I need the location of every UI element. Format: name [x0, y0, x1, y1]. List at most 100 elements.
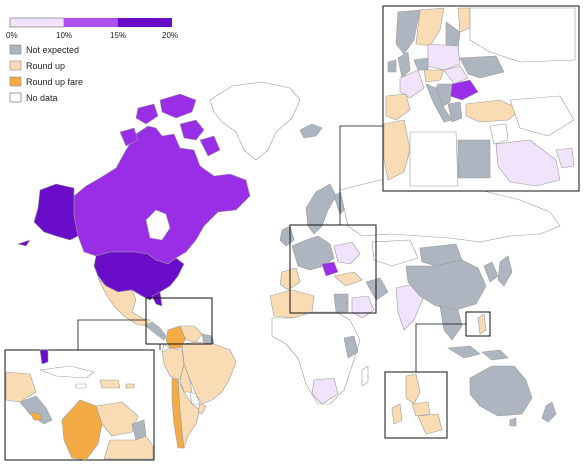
indonesia-east — [481, 349, 509, 361]
florida — [151, 291, 163, 307]
scale-segment-0-10 — [9, 17, 65, 28]
inset-alps — [423, 69, 445, 83]
venezuela — [179, 325, 203, 343]
leader-caribbean-2 — [77, 319, 146, 350]
inset-hungary — [443, 65, 469, 85]
inset-puerto-rico — [125, 383, 135, 389]
inset-palawan — [391, 403, 403, 425]
inset-jamaica — [75, 383, 87, 389]
inset-venezuela — [95, 401, 139, 437]
scale-tick-10: 10% — [56, 31, 72, 40]
saudi-main — [351, 295, 375, 319]
inset-saudi — [495, 139, 561, 187]
inset-libya — [409, 131, 459, 187]
inset-luzon — [405, 373, 421, 405]
scale-tick-15: 15% — [110, 31, 126, 40]
canada-arctic-island-1 — [159, 93, 197, 119]
australia — [469, 365, 533, 417]
legend-label-not-expected: Not expected — [26, 45, 79, 55]
aleutians — [17, 239, 31, 247]
inset-greece — [447, 101, 463, 123]
africa-body — [271, 311, 361, 405]
inset-mindanao — [417, 413, 443, 435]
argentina — [177, 379, 201, 449]
legend-swatch-not-expected — [9, 44, 22, 55]
main-map — [17, 81, 561, 449]
inset-egypt — [457, 139, 491, 179]
inset-hispaniola — [99, 379, 121, 389]
inset-cuba — [39, 365, 95, 379]
legend-label-no-data: No data — [26, 93, 58, 103]
hudson-bay — [145, 209, 171, 241]
japan — [497, 255, 513, 287]
inset-philippines — [384, 371, 448, 439]
legend-label-round-up: Round up — [26, 61, 65, 71]
inset-ireland — [387, 59, 397, 73]
zoom-box-europe — [289, 224, 377, 314]
east-africa — [343, 335, 359, 359]
greenland — [209, 81, 301, 161]
legend-swatch-no-data — [9, 92, 22, 103]
south-africa — [311, 377, 339, 405]
madagascar — [361, 365, 369, 387]
inset-costa-rica — [29, 411, 43, 421]
philippines-main — [477, 313, 487, 335]
legend-swatch-round-up-fare — [9, 76, 22, 87]
inset-caucasus-iran — [509, 95, 575, 137]
alaska — [33, 183, 79, 241]
scale-tick-0: 0% — [6, 31, 18, 40]
uruguay — [197, 403, 207, 415]
romania-main — [321, 261, 339, 277]
zoom-box-caribbean — [145, 297, 213, 345]
inset-turkey — [465, 99, 521, 123]
inset-florida — [39, 349, 49, 365]
leader-lines — [77, 125, 466, 372]
inset-iberia — [385, 93, 411, 121]
inset-france — [399, 69, 425, 99]
inset-gulf — [555, 147, 575, 169]
canada — [73, 125, 251, 265]
legend-label-round-up-fare: Round up fare — [26, 77, 83, 87]
iran — [365, 277, 389, 301]
scale-segment-15-20 — [118, 18, 172, 27]
tasmania — [509, 417, 517, 427]
inset-finland — [457, 7, 471, 33]
inset-caribbean — [4, 349, 155, 461]
zoom-box-philippines — [465, 311, 491, 337]
inset-levant — [489, 123, 509, 145]
inset-central-america — [19, 395, 53, 425]
inset-north-africa-w — [383, 119, 411, 181]
leader-europe — [339, 125, 383, 225]
scandinavia — [305, 183, 337, 235]
inset-norway — [395, 9, 421, 55]
legend: 0% 10% 15% 20% Not expected Round up Rou… — [6, 17, 178, 103]
leader-philippines — [415, 323, 466, 372]
inset-russia-w — [469, 7, 576, 63]
inset-visayas — [411, 401, 431, 417]
iceland — [299, 123, 323, 139]
western-europe — [291, 235, 335, 271]
indonesia — [447, 345, 481, 359]
inset-mexico — [5, 371, 37, 403]
canada-arctic-island-3 — [179, 119, 205, 141]
china — [405, 259, 487, 311]
kazakhstan — [371, 239, 419, 267]
inset-europe — [382, 5, 580, 192]
new-zealand — [541, 401, 557, 423]
canada-arctic-island-5 — [199, 135, 221, 157]
inset-sweden — [415, 7, 445, 47]
egypt-main — [333, 293, 349, 313]
korea-japan — [483, 261, 499, 283]
southeast-asia — [439, 305, 463, 341]
inset-germany-poland — [427, 43, 461, 71]
inset-ukraine — [459, 55, 505, 79]
inset-brazil-north — [103, 435, 154, 460]
eastern-europe — [333, 241, 361, 265]
peru — [161, 347, 185, 381]
brazil — [181, 341, 237, 405]
canada-arctic-island-2 — [135, 103, 159, 125]
inset-uk — [397, 51, 411, 79]
uk-ireland — [279, 225, 295, 247]
